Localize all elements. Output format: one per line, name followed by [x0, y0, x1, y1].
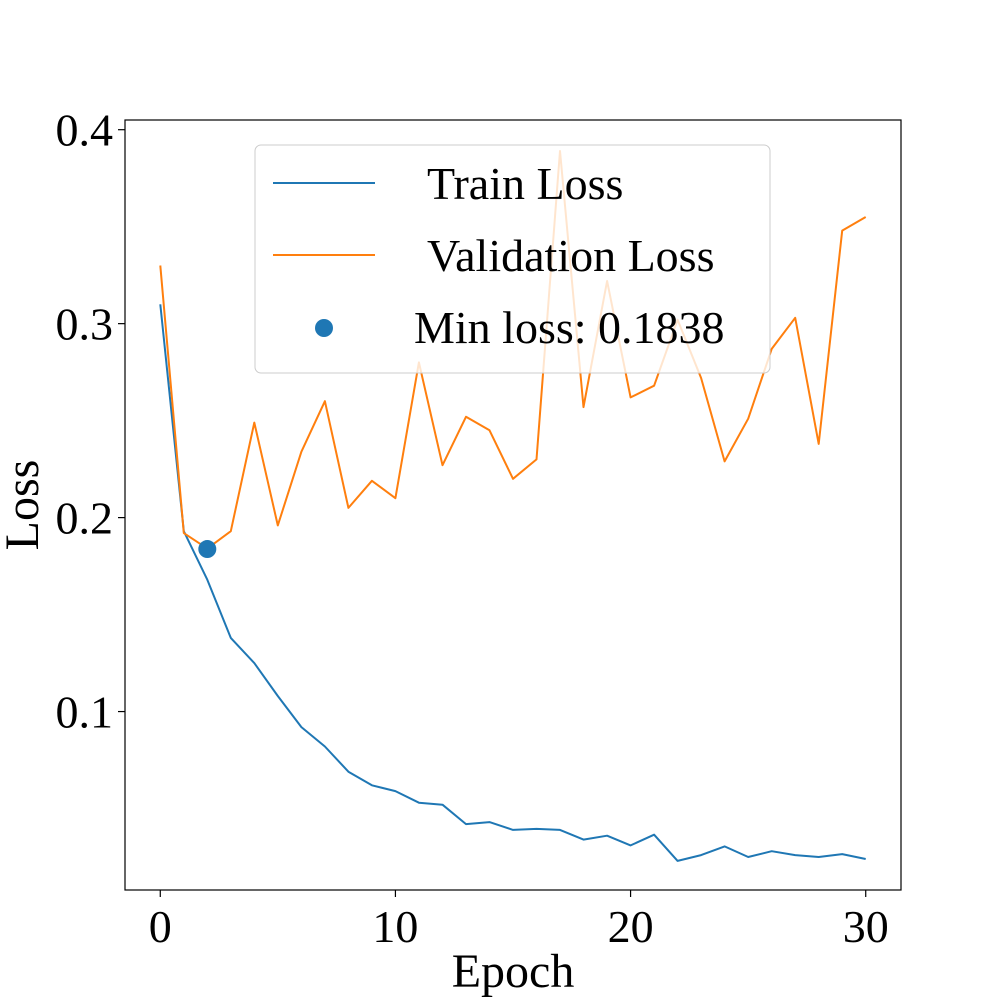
- y-tick-label: 0.2: [56, 493, 114, 544]
- x-tick-label: 0: [149, 901, 172, 952]
- legend-validation-label: Validation Loss: [427, 230, 714, 281]
- legend-min-marker: [315, 319, 333, 337]
- marker-layer: [198, 540, 217, 559]
- legend-box: [254, 144, 771, 374]
- x-axis-ticks: 0 10 20 30: [149, 890, 889, 952]
- y-axis-label: Loss: [0, 460, 49, 551]
- min-loss-marker: [198, 540, 217, 559]
- legend: Train Loss Validation Loss Min loss: 0.1…: [254, 144, 771, 374]
- y-tick-label: 0.1: [56, 687, 114, 738]
- y-tick-label: 0.3: [56, 299, 114, 350]
- y-tick-label: 0.4: [56, 105, 114, 156]
- series-layer: [159, 150, 867, 862]
- x-tick-label: 10: [372, 901, 418, 952]
- legend-min-label: Min loss: 0.1838: [414, 302, 725, 353]
- x-tick-label: 20: [608, 901, 654, 952]
- x-tick-label: 30: [843, 901, 889, 952]
- legend-train-label: Train Loss: [427, 158, 623, 209]
- series-line-validation-loss: [159, 150, 867, 550]
- series-line-train-loss: [159, 304, 866, 862]
- plot-frame: [124, 119, 902, 891]
- y-axis-ticks: 0.1 0.2 0.3 0.4: [56, 105, 125, 738]
- x-axis-label: Epoch: [452, 945, 575, 998]
